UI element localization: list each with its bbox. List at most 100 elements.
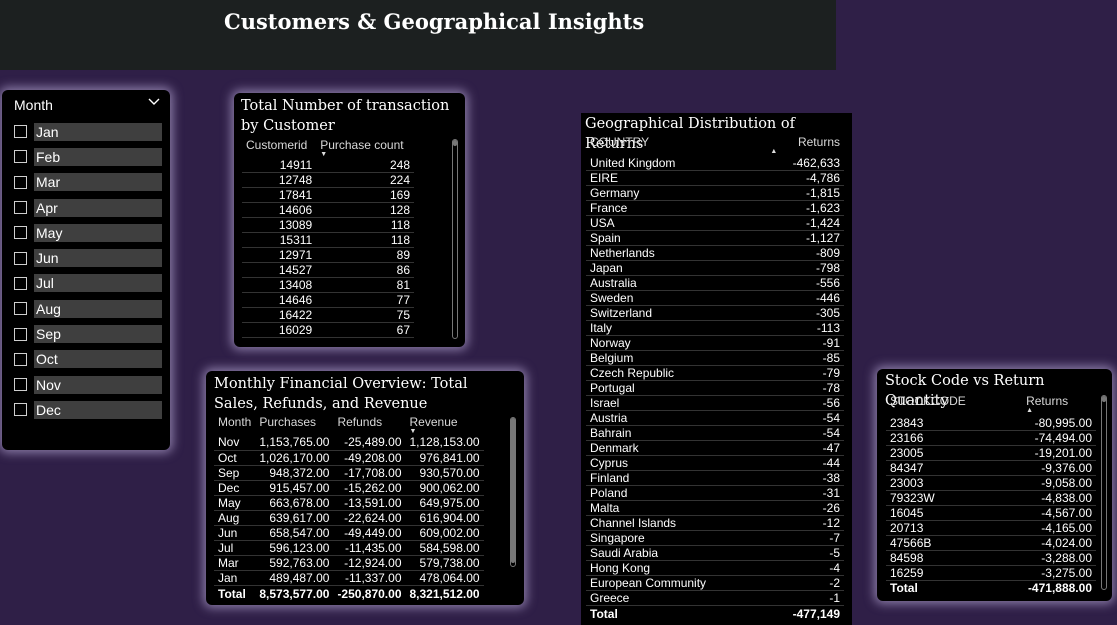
table-row[interactable]: Israel -56: [586, 395, 844, 412]
table-row[interactable]: 13089 118: [242, 217, 414, 234]
table-row[interactable]: Sep 948,372.00 -17,708.00 930,570.00: [214, 465, 484, 481]
checkbox[interactable]: [14, 302, 27, 316]
table-row[interactable]: USA -1,424: [586, 215, 844, 232]
checkbox[interactable]: [14, 276, 27, 290]
scrollbar-thumb[interactable]: [511, 418, 515, 563]
table-row[interactable]: European Community -2: [586, 575, 844, 592]
column-header-month[interactable]: Month: [218, 415, 252, 429]
table-row[interactable]: 16422 75: [242, 307, 414, 324]
table-row[interactable]: Germany -1,815: [586, 185, 844, 202]
table-row[interactable]: 23166 -74,494.00: [886, 430, 1096, 447]
scrollbar[interactable]: [452, 139, 458, 339]
table-row[interactable]: Netherlands -809: [586, 245, 844, 262]
table-row[interactable]: Jun 658,547.00 -49,449.00 609,002.00: [214, 525, 484, 542]
table-row[interactable]: 17841 169: [242, 187, 414, 204]
table-row[interactable]: 84347 -9,376.00: [886, 460, 1096, 477]
table-row[interactable]: Mar 592,763.00 -12,924.00 579,738.00: [214, 555, 484, 572]
column-header-revenue[interactable]: Revenue ▼: [406, 415, 484, 435]
scrollbar-thumb[interactable]: [453, 140, 457, 146]
table-row[interactable]: Italy -113: [586, 320, 844, 337]
table-row[interactable]: United Kingdom -462,633: [586, 156, 844, 172]
table-row[interactable]: 14646 77: [242, 292, 414, 309]
table-row[interactable]: Denmark -47: [586, 440, 844, 457]
column-header-stockcode[interactable]: STOCKCODE: [890, 394, 966, 408]
table-row[interactable]: Australia -556: [586, 275, 844, 292]
table-row[interactable]: Nov 1,153,765.00 -25,489.00 1,128,153.00: [214, 435, 484, 451]
table-row[interactable]: Bahrain -54: [586, 425, 844, 442]
table-row[interactable]: Switzerland -305: [586, 305, 844, 322]
slicer-item-may[interactable]: May: [14, 220, 162, 245]
slicer-item-jun[interactable]: Jun: [14, 245, 162, 270]
slicer-item-dec[interactable]: Dec: [14, 397, 162, 422]
slicer-item-jul[interactable]: Jul: [14, 271, 162, 296]
table-row[interactable]: Malta -26: [586, 500, 844, 517]
column-header-refunds[interactable]: Refunds: [337, 415, 383, 429]
column-header-purchases[interactable]: Purchases: [259, 415, 317, 429]
table-row[interactable]: Jan 489,487.00 -11,337.00 478,064.00: [214, 570, 484, 587]
table-row[interactable]: Channel Islands -12: [586, 515, 844, 532]
table-row[interactable]: Belgium -85: [586, 350, 844, 367]
slicer-item-jan[interactable]: Jan: [14, 119, 162, 144]
table-row[interactable]: EIRE -4,786: [586, 170, 844, 187]
table-row[interactable]: Sweden -446: [586, 290, 844, 307]
slicer-item-nov[interactable]: Nov: [14, 372, 162, 397]
table-row[interactable]: Hong Kong -4: [586, 560, 844, 577]
column-header-country[interactable]: COUNTRY: [590, 135, 650, 149]
scrollbar-thumb[interactable]: [1102, 396, 1106, 402]
table-row[interactable]: Finland -38: [586, 470, 844, 487]
column-header-returns[interactable]: Returns ▲: [770, 135, 840, 155]
column-header-purchase-count[interactable]: Purchase count ▼: [316, 138, 414, 158]
table-row[interactable]: 13408 81: [242, 277, 414, 294]
table-row[interactable]: Aug 639,617.00 -22,624.00 616,904.00: [214, 510, 484, 527]
table-row[interactable]: 16029 67: [242, 322, 414, 339]
slicer-header[interactable]: Month: [14, 97, 160, 115]
slicer-item-mar[interactable]: Mar: [14, 170, 162, 195]
checkbox[interactable]: [14, 175, 27, 189]
table-row[interactable]: Austria -54: [586, 410, 844, 427]
checkbox[interactable]: [14, 403, 27, 417]
checkbox[interactable]: [14, 150, 27, 164]
table-row[interactable]: 23843 -80,995.00: [886, 416, 1096, 432]
table-row[interactable]: Jul 596,123.00 -11,435.00 584,598.00: [214, 540, 484, 557]
table-row[interactable]: 12748 224: [242, 172, 414, 189]
slicer-item-feb[interactable]: Feb: [14, 144, 162, 169]
checkbox[interactable]: [14, 327, 27, 341]
column-header-customerid[interactable]: Customerid: [246, 138, 308, 152]
table-row[interactable]: 16259 -3,275.00: [886, 565, 1096, 582]
chevron-down-icon[interactable]: [148, 95, 160, 110]
table-row[interactable]: France -1,623: [586, 200, 844, 217]
table-row[interactable]: Dec 915,457.00 -15,262.00 900,062.00: [214, 480, 484, 496]
checkbox[interactable]: [14, 251, 27, 265]
table-row[interactable]: Czech Republic -79: [586, 365, 844, 382]
table-row[interactable]: Japan -798: [586, 260, 844, 277]
table-row[interactable]: Portugal -78: [586, 380, 844, 397]
checkbox[interactable]: [14, 201, 27, 215]
table-row[interactable]: Cyprus -44: [586, 455, 844, 472]
checkbox[interactable]: [14, 125, 27, 139]
checkbox[interactable]: [14, 378, 27, 392]
slicer-item-apr[interactable]: Apr: [14, 195, 162, 220]
table-row[interactable]: 84598 -3,288.00: [886, 550, 1096, 567]
scrollbar[interactable]: [1101, 395, 1107, 590]
column-header-returns[interactable]: Returns ▲: [996, 394, 1096, 416]
table-row[interactable]: 14911 248: [242, 158, 414, 174]
table-row[interactable]: 23003 -9,058.00: [886, 475, 1096, 492]
table-row[interactable]: Singapore -7: [586, 530, 844, 547]
slicer-item-oct[interactable]: Oct: [14, 347, 162, 372]
table-row[interactable]: 23005 -19,201.00: [886, 445, 1096, 462]
table-row[interactable]: Saudi Arabia -5: [586, 545, 844, 562]
table-row[interactable]: 14527 86: [242, 262, 414, 279]
checkbox[interactable]: [14, 226, 27, 240]
table-row[interactable]: 12971 89: [242, 247, 414, 264]
table-row[interactable]: 79323W -4,838.00: [886, 490, 1096, 507]
table-row[interactable]: 16045 -4,567.00: [886, 505, 1096, 522]
table-row[interactable]: Spain -1,127: [586, 230, 844, 247]
table-row[interactable]: 15311 118: [242, 232, 414, 249]
table-row[interactable]: Greece -1: [586, 590, 844, 607]
table-row[interactable]: Poland -31: [586, 485, 844, 502]
slicer-item-sep[interactable]: Sep: [14, 321, 162, 346]
table-row[interactable]: 14606 128: [242, 202, 414, 219]
table-row[interactable]: 47566B -4,024.00: [886, 535, 1096, 552]
table-row[interactable]: Oct 1,026,170.00 -49,208.00 976,841.00: [214, 450, 484, 466]
table-row[interactable]: Norway -91: [586, 335, 844, 352]
